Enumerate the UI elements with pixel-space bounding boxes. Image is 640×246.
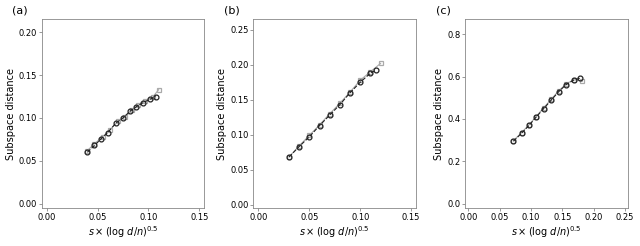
X-axis label: $s \times (\log\,d/n)^{0.5}$: $s \times (\log\,d/n)^{0.5}$ xyxy=(300,225,370,240)
Y-axis label: Subspace distance: Subspace distance xyxy=(435,68,444,160)
Y-axis label: Subspace distance: Subspace distance xyxy=(6,68,15,160)
Text: (b): (b) xyxy=(224,6,240,15)
Y-axis label: Subspace distance: Subspace distance xyxy=(218,68,227,160)
Text: (c): (c) xyxy=(436,6,451,15)
X-axis label: $s \times (\log\,d/n)^{0.5}$: $s \times (\log\,d/n)^{0.5}$ xyxy=(511,225,582,240)
X-axis label: $s \times (\log\,d/n)^{0.5}$: $s \times (\log\,d/n)^{0.5}$ xyxy=(88,225,158,240)
Text: (a): (a) xyxy=(12,6,28,15)
